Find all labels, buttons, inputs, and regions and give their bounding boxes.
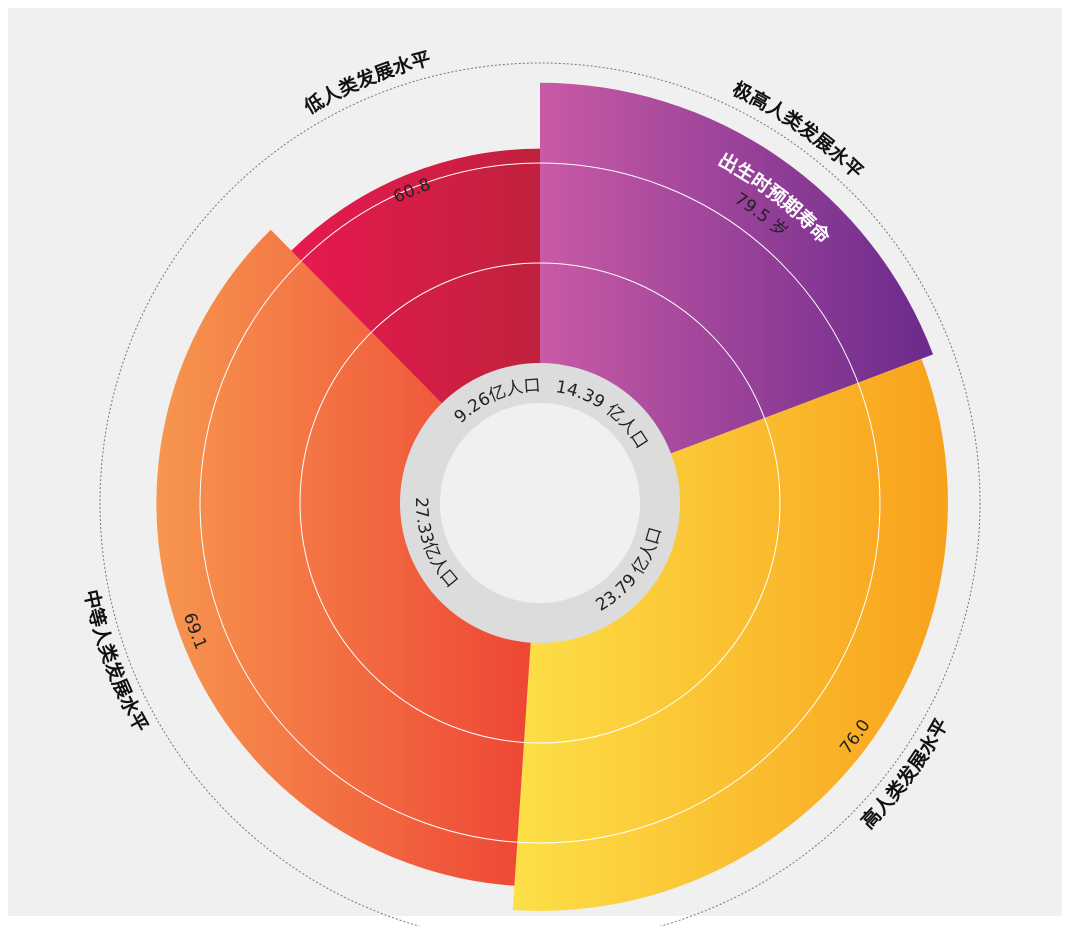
outer-ring [99,62,981,926]
ring-line [299,262,781,744]
center-hole [440,403,640,603]
sector [156,229,540,886]
sector [540,82,934,503]
ring-line [199,162,881,844]
